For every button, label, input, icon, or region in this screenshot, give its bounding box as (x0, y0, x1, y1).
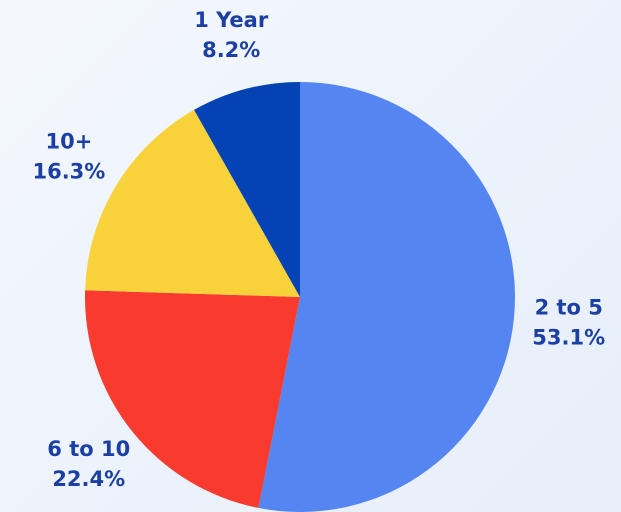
slice-value-label: 16.3% (32, 159, 105, 183)
slice-label: 6 to 10 (47, 437, 130, 461)
pie-slice (85, 109, 301, 297)
pie-slice (194, 82, 300, 297)
slice-label: 2 to 5 (535, 295, 603, 319)
slice-label: 1 Year (194, 8, 269, 32)
pie-slice (258, 82, 515, 512)
pie-slice (85, 290, 300, 508)
slice-label: 10+ (45, 129, 92, 153)
slice-value-label: 8.2% (202, 38, 260, 62)
slice-value-label: 22.4% (52, 467, 125, 491)
slice-value-label: 53.1% (532, 325, 605, 349)
